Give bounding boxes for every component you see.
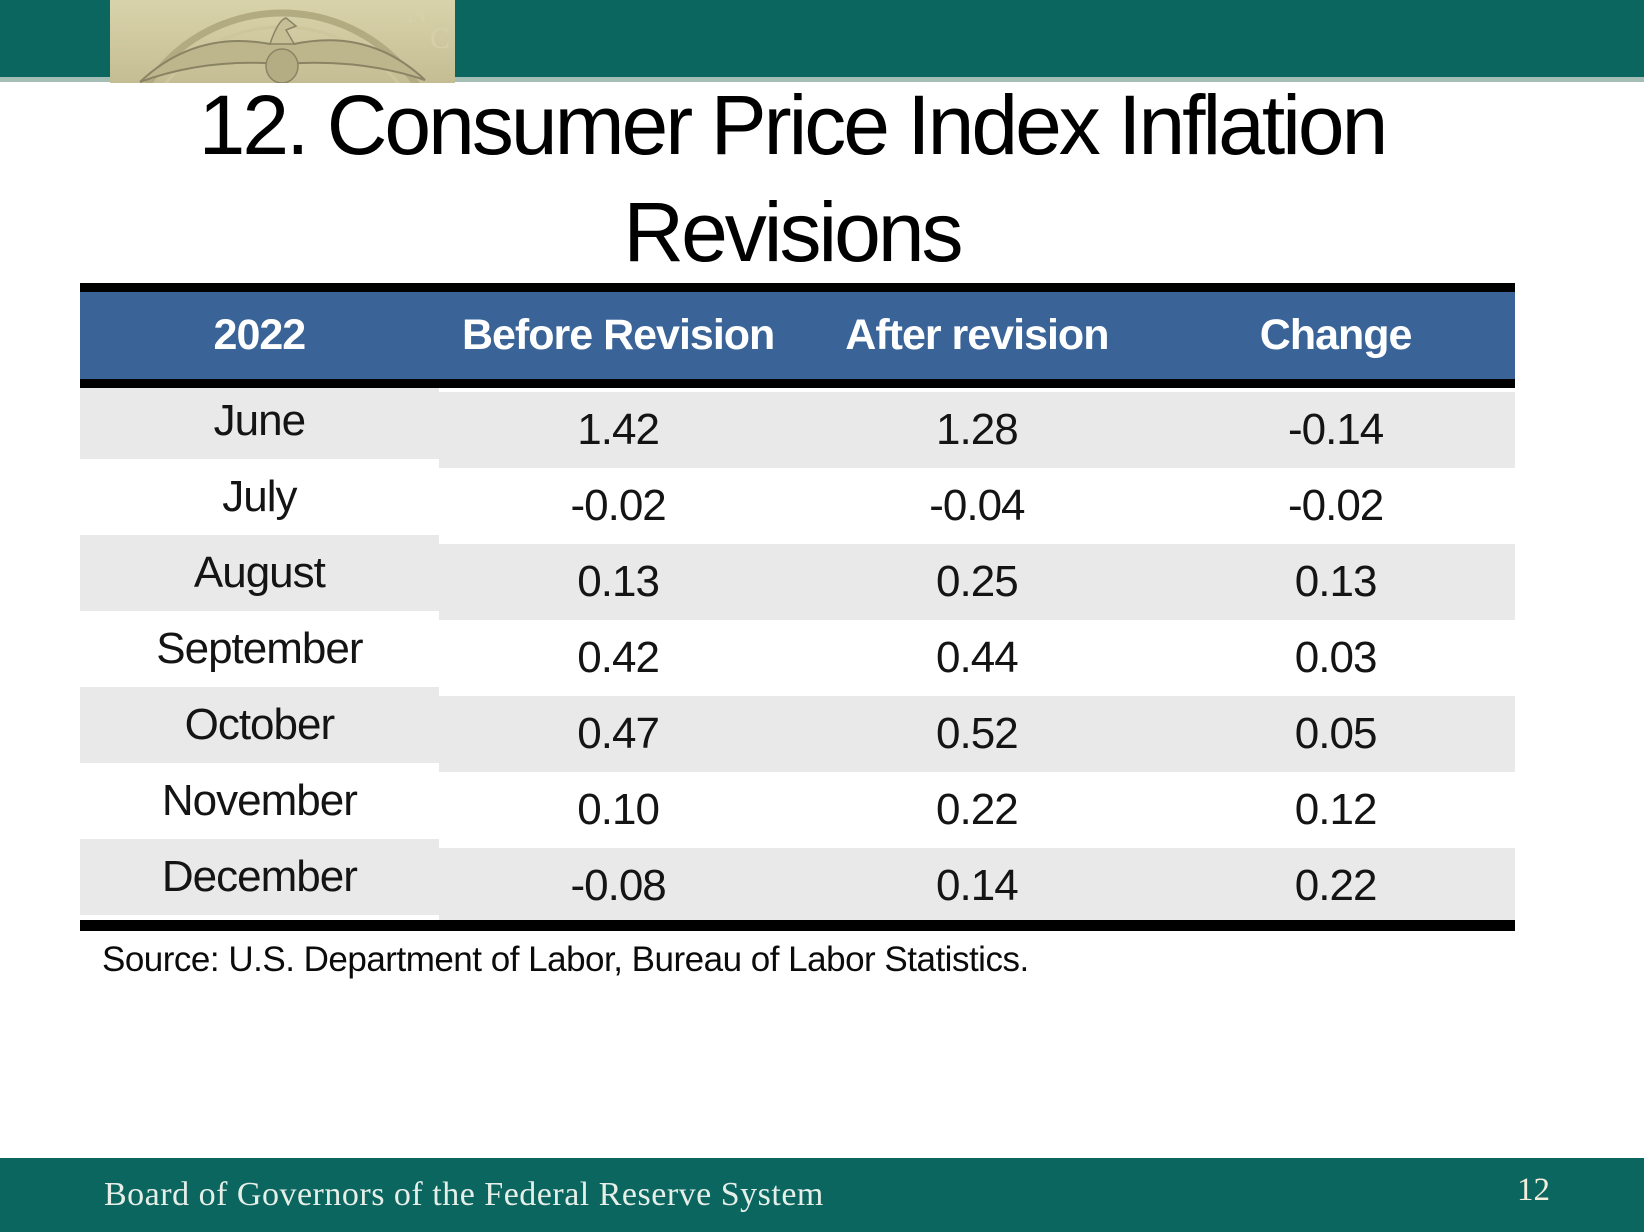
month-cell: July xyxy=(222,472,297,521)
table-row: October 0.47 0.52 0.05 xyxy=(80,692,1515,768)
cpi-revisions-table: 2022 Before Revision After revision Chan… xyxy=(80,283,1515,931)
table-row: November 0.10 0.22 0.12 xyxy=(80,768,1515,844)
month-cell: September xyxy=(156,624,363,673)
top-accent-line xyxy=(0,77,1644,82)
after-cell: 0.52 xyxy=(936,709,1019,758)
before-cell: 0.10 xyxy=(577,785,660,834)
slide-title: 12. Consumer Price Index Inflation Revis… xyxy=(198,78,1389,279)
column-header-change: Change xyxy=(1156,287,1515,388)
change-cell: 0.12 xyxy=(1294,785,1378,834)
column-header-before: Before Revision xyxy=(438,287,798,388)
column-header-year: 2022 xyxy=(80,287,439,388)
after-cell: 0.22 xyxy=(936,785,1019,834)
table-row: August 0.13 0.25 0.13 xyxy=(80,540,1515,616)
revisions-table-container: 2022 Before Revision After revision Chan… xyxy=(80,283,1515,931)
before-cell: 0.13 xyxy=(577,557,660,606)
before-cell: 0.42 xyxy=(577,633,660,682)
before-cell: 1.42 xyxy=(577,405,660,454)
month-cell: November xyxy=(161,776,358,825)
svg-text:C: C xyxy=(430,22,450,55)
footer-organization: Board of Governors of the Federal Reserv… xyxy=(104,1176,824,1213)
svg-text:N: N xyxy=(406,0,428,29)
change-cell: -0.14 xyxy=(1287,405,1384,454)
after-cell: 0.25 xyxy=(936,557,1019,606)
table-row: September 0.42 0.44 0.03 xyxy=(80,616,1515,692)
table-header-row: 2022 Before Revision After revision Chan… xyxy=(80,287,1515,388)
federal-reserve-seal-eagle-icon: N C xyxy=(110,0,455,83)
footer-teal-band: Board of Governors of the Federal Reserv… xyxy=(0,1158,1644,1232)
column-header-after: After revision xyxy=(797,287,1157,388)
month-cell: October xyxy=(184,700,336,749)
table-row: June 1.42 1.28 -0.14 xyxy=(80,383,1515,464)
after-cell: 1.28 xyxy=(936,405,1019,454)
after-cell: 0.14 xyxy=(936,861,1019,910)
change-cell: -0.02 xyxy=(1287,481,1384,530)
after-cell: -0.04 xyxy=(929,481,1025,530)
change-cell: 0.05 xyxy=(1294,709,1378,758)
source-note: Source: U.S. Department of Labor, Bureau… xyxy=(102,940,1029,979)
change-cell: 0.13 xyxy=(1294,557,1378,606)
table-row: December -0.08 0.14 0.22 xyxy=(80,844,1515,926)
after-cell: 0.44 xyxy=(936,633,1019,682)
month-cell: August xyxy=(193,548,326,597)
before-cell: -0.02 xyxy=(570,481,666,530)
change-cell: 0.22 xyxy=(1294,861,1378,910)
month-cell: June xyxy=(213,396,306,445)
table-row: July -0.02 -0.04 -0.02 xyxy=(80,464,1515,540)
change-cell: 0.03 xyxy=(1294,633,1378,682)
before-cell: 0.47 xyxy=(577,709,660,758)
page-number: 12 xyxy=(1517,1172,1550,1208)
before-cell: -0.08 xyxy=(570,861,666,910)
month-cell: December xyxy=(161,852,358,901)
